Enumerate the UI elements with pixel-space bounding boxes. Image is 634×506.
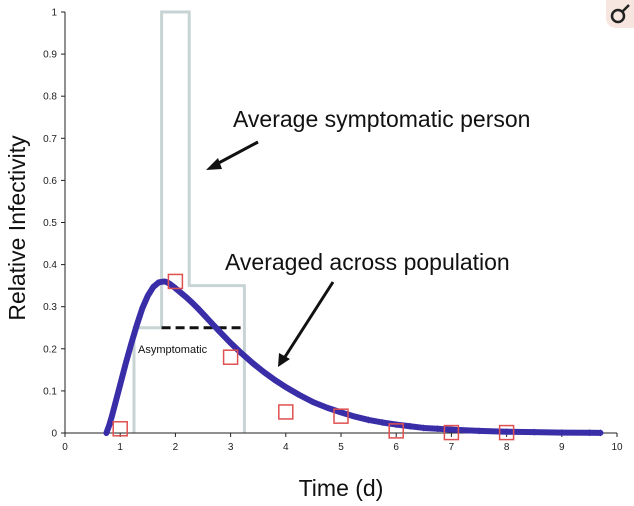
population-curve [103,278,604,436]
x-tick-label: 5 [338,442,344,453]
curve-point [420,424,428,432]
observed-point [333,408,349,424]
x-tick-label: 3 [228,442,234,453]
observed-point [278,404,294,420]
annotation-population: Averaged across population [225,249,510,275]
x-tick-label: 0 [62,442,68,453]
curve-point [585,429,593,437]
y-tick-label: 0.7 [43,134,57,145]
observed-point [498,424,515,441]
curve-point [378,418,386,426]
curve-point [503,428,511,436]
x-tick-label: 6 [393,442,399,453]
y-tick-label: 0.3 [43,302,57,313]
symptomatic-profile-step [132,10,246,433]
curve-point [434,425,442,433]
y-tick-label: 0 [51,429,57,440]
y-tick-label: 0.2 [43,344,57,355]
observed-point [388,423,404,439]
arrow-symptomatic-head [206,158,222,170]
observed-point [443,424,460,441]
observed-point [167,273,184,290]
x-tick-label: 2 [173,442,179,453]
badge-logo-icon [610,4,630,24]
arrow-population-shaft [281,281,335,361]
y-tick-label: 0.4 [43,260,57,271]
x-tick-label: 8 [504,442,510,453]
y-tick-label: 0.8 [43,92,57,103]
curve-point [406,422,414,430]
y-tick-label: 0.5 [43,218,57,229]
curve-point [365,416,373,424]
curve-point [558,429,566,437]
observed-point [222,349,239,365]
x-tick-label: 7 [449,442,455,453]
corner-badge [606,0,634,28]
y-tick-label: 0.6 [43,176,57,187]
x-tick-label: 10 [611,442,623,453]
x-tick-label: 4 [283,442,289,453]
y-tick-label: 0.1 [43,386,57,397]
y-tick-label: 0.9 [43,50,57,61]
curve-point [447,426,455,434]
annotation-asymptomatic: Asymptomatic [138,344,208,356]
annotation-symptomatic: Average symptomatic person [233,106,530,132]
curve-point [530,428,538,436]
curve-point [596,429,604,437]
x-tick-label: 1 [117,442,123,453]
x-axis-title: Time (d) [299,475,384,501]
arrow-symptomatic-shaft [212,140,259,168]
curve-point [475,427,483,435]
observed-point [112,421,128,437]
arrow-population-head [278,353,290,367]
y-tick-label: 1 [51,8,57,19]
x-tick-label: 9 [559,442,565,453]
y-axis-title: Relative Infectivity [4,135,30,321]
